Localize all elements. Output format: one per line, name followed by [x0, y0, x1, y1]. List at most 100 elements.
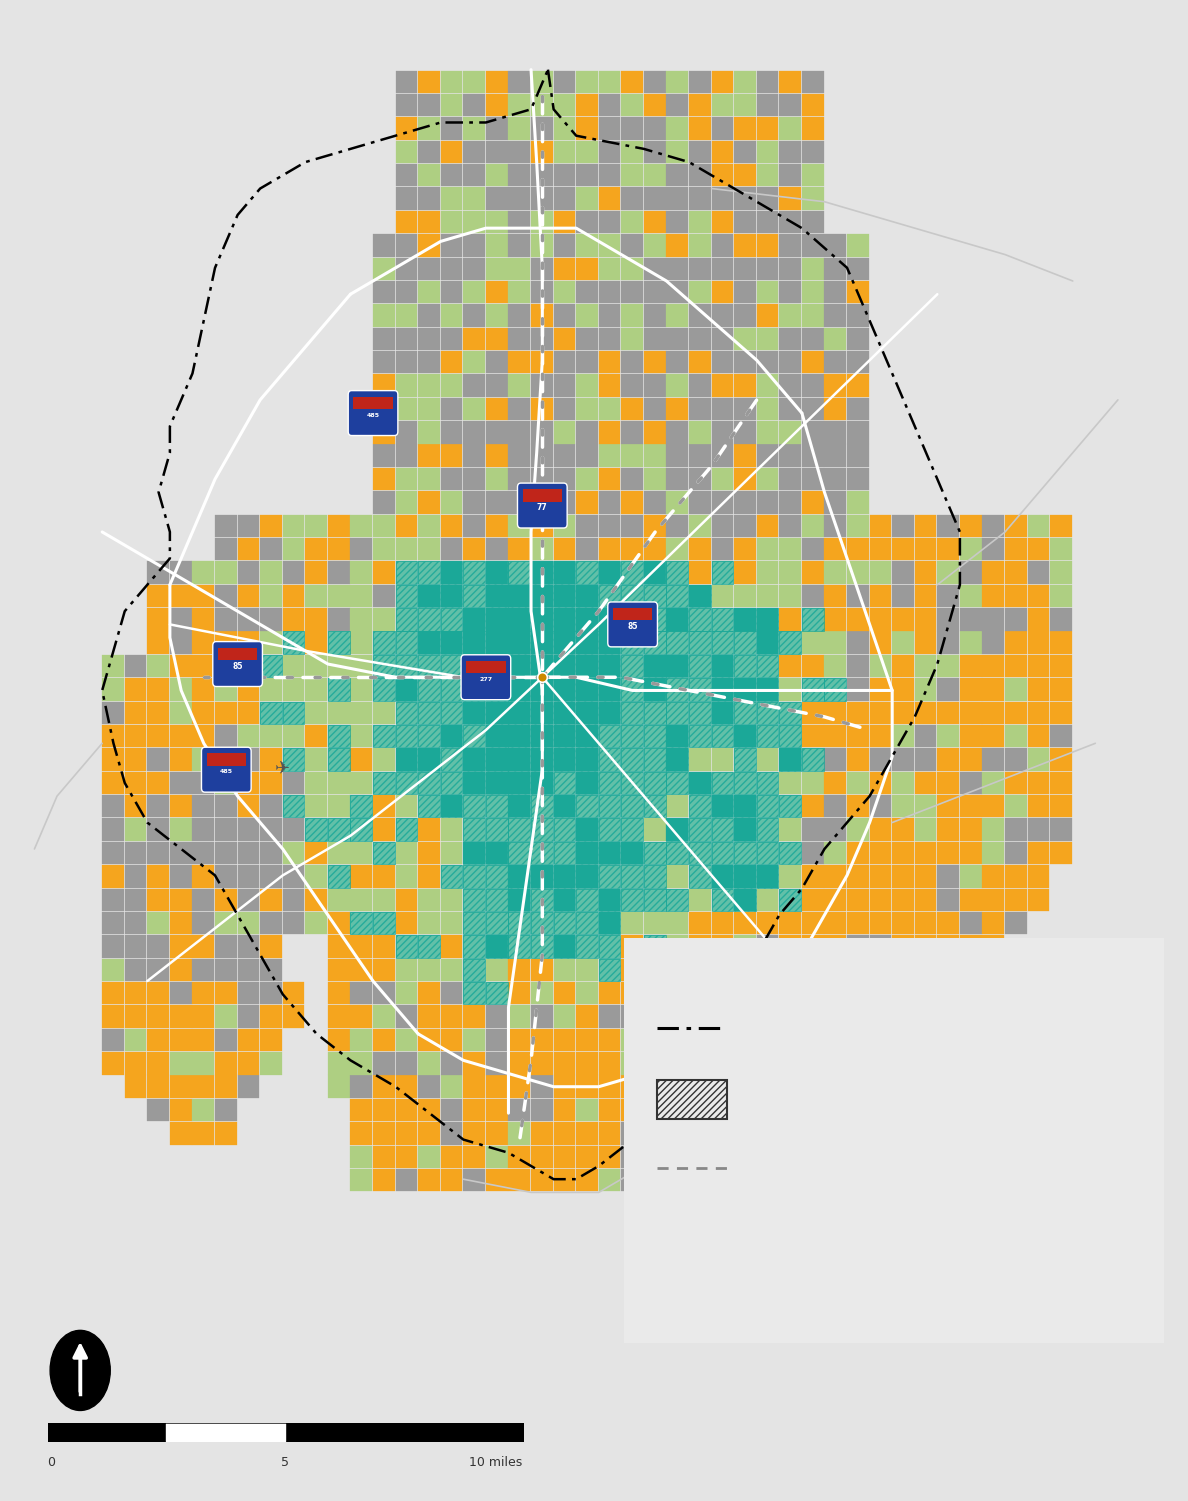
Bar [418, 164, 440, 186]
Bar [463, 935, 485, 958]
Bar [666, 749, 688, 770]
Bar [328, 818, 349, 841]
Bar [170, 701, 191, 723]
Bar [396, 1145, 417, 1168]
Bar [531, 632, 552, 654]
Bar [350, 889, 372, 911]
Bar [192, 982, 214, 1004]
Bar [802, 701, 823, 723]
Bar [215, 796, 236, 818]
Bar [486, 982, 507, 1004]
Bar [554, 537, 575, 560]
Bar [666, 188, 688, 210]
Bar [147, 1099, 169, 1121]
Bar [621, 561, 643, 584]
Bar [531, 749, 552, 770]
Bar [915, 842, 936, 865]
Bar [531, 398, 552, 420]
Bar [283, 749, 304, 770]
Bar [531, 982, 552, 1004]
Bar [824, 796, 846, 818]
Bar [666, 1006, 688, 1028]
Bar [757, 701, 778, 723]
Bar [621, 842, 643, 865]
Bar [779, 141, 801, 164]
Bar [621, 654, 643, 677]
Bar [779, 842, 801, 865]
Bar [802, 725, 823, 747]
Bar [238, 561, 259, 584]
Bar [531, 95, 552, 117]
Bar [508, 71, 530, 93]
Bar [621, 959, 643, 982]
Bar [531, 913, 552, 934]
Bar [666, 117, 688, 140]
Bar [463, 818, 485, 841]
Bar [757, 865, 778, 887]
Bar [666, 842, 688, 865]
Bar [599, 1052, 620, 1075]
Bar [350, 678, 372, 701]
Bar [508, 608, 530, 630]
Bar [666, 678, 688, 701]
Bar [554, 95, 575, 117]
Bar [779, 889, 801, 911]
Bar [599, 327, 620, 350]
Bar [260, 1052, 282, 1075]
Bar [238, 654, 259, 677]
Bar [531, 585, 552, 606]
Bar [531, 632, 552, 654]
Bar [982, 654, 1004, 677]
Bar [396, 632, 417, 654]
Bar [870, 515, 891, 537]
Bar [960, 585, 981, 606]
Bar [531, 468, 552, 491]
Bar [373, 374, 394, 396]
Bar [1050, 537, 1072, 560]
Bar [847, 1006, 868, 1028]
Bar [350, 561, 372, 584]
Bar [757, 141, 778, 164]
Bar [463, 1123, 485, 1145]
Bar [644, 1028, 665, 1051]
Bar [350, 1169, 372, 1192]
Bar [147, 982, 169, 1004]
Bar [418, 561, 440, 584]
Bar [373, 678, 394, 701]
Bar [192, 608, 214, 630]
Bar [508, 842, 530, 865]
Bar [757, 188, 778, 210]
Bar [666, 585, 688, 606]
Bar [102, 982, 124, 1004]
Bar [373, 796, 394, 818]
Bar [892, 537, 914, 560]
Bar [125, 865, 146, 887]
Bar [192, 654, 214, 677]
Bar [486, 959, 507, 982]
Bar [689, 818, 710, 841]
Bar [757, 351, 778, 374]
Bar [644, 71, 665, 93]
Bar [170, 1075, 191, 1097]
Bar [260, 561, 282, 584]
Bar [486, 654, 507, 677]
Bar [847, 515, 868, 537]
Bar [350, 865, 372, 887]
Bar [554, 491, 575, 513]
Bar [824, 818, 846, 841]
Bar [486, 210, 507, 233]
Bar [1005, 749, 1026, 770]
Bar [463, 959, 485, 982]
Bar [396, 585, 417, 606]
Bar [418, 188, 440, 210]
Bar [554, 561, 575, 584]
Bar [215, 818, 236, 841]
Bar [712, 632, 733, 654]
Bar [170, 1006, 191, 1028]
Bar [328, 959, 349, 982]
Bar [554, 210, 575, 233]
Bar [396, 913, 417, 934]
Bar [1028, 585, 1049, 606]
Bar [757, 632, 778, 654]
Bar [915, 561, 936, 584]
